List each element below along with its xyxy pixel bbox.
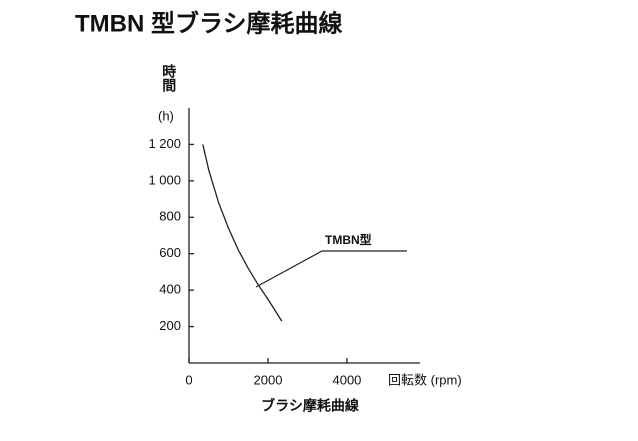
y-unit: (h)	[158, 108, 174, 123]
x-axis-label: 回転数 (rpm)	[388, 372, 462, 387]
y-tick-label: 1 200	[148, 136, 181, 151]
y-tick-label: 1 000	[148, 172, 181, 187]
leader-line	[255, 250, 407, 288]
y-tick-label: 800	[159, 209, 181, 224]
x-tick-label: 0	[185, 372, 192, 387]
x-tick-label: 4000	[332, 372, 361, 387]
x-caption: ブラシ摩耗曲線	[261, 398, 359, 414]
y-tick-label: 600	[159, 245, 181, 260]
series-label: TMBN型	[325, 232, 372, 247]
y-tick-label: 400	[159, 282, 181, 297]
y-tick-label: 200	[159, 318, 181, 333]
y-axis-label: 時間	[161, 63, 177, 93]
x-tick-label: 2000	[254, 372, 283, 387]
series-line	[202, 144, 283, 322]
chart-title: TMBN 型ブラシ摩耗曲線	[75, 9, 343, 37]
